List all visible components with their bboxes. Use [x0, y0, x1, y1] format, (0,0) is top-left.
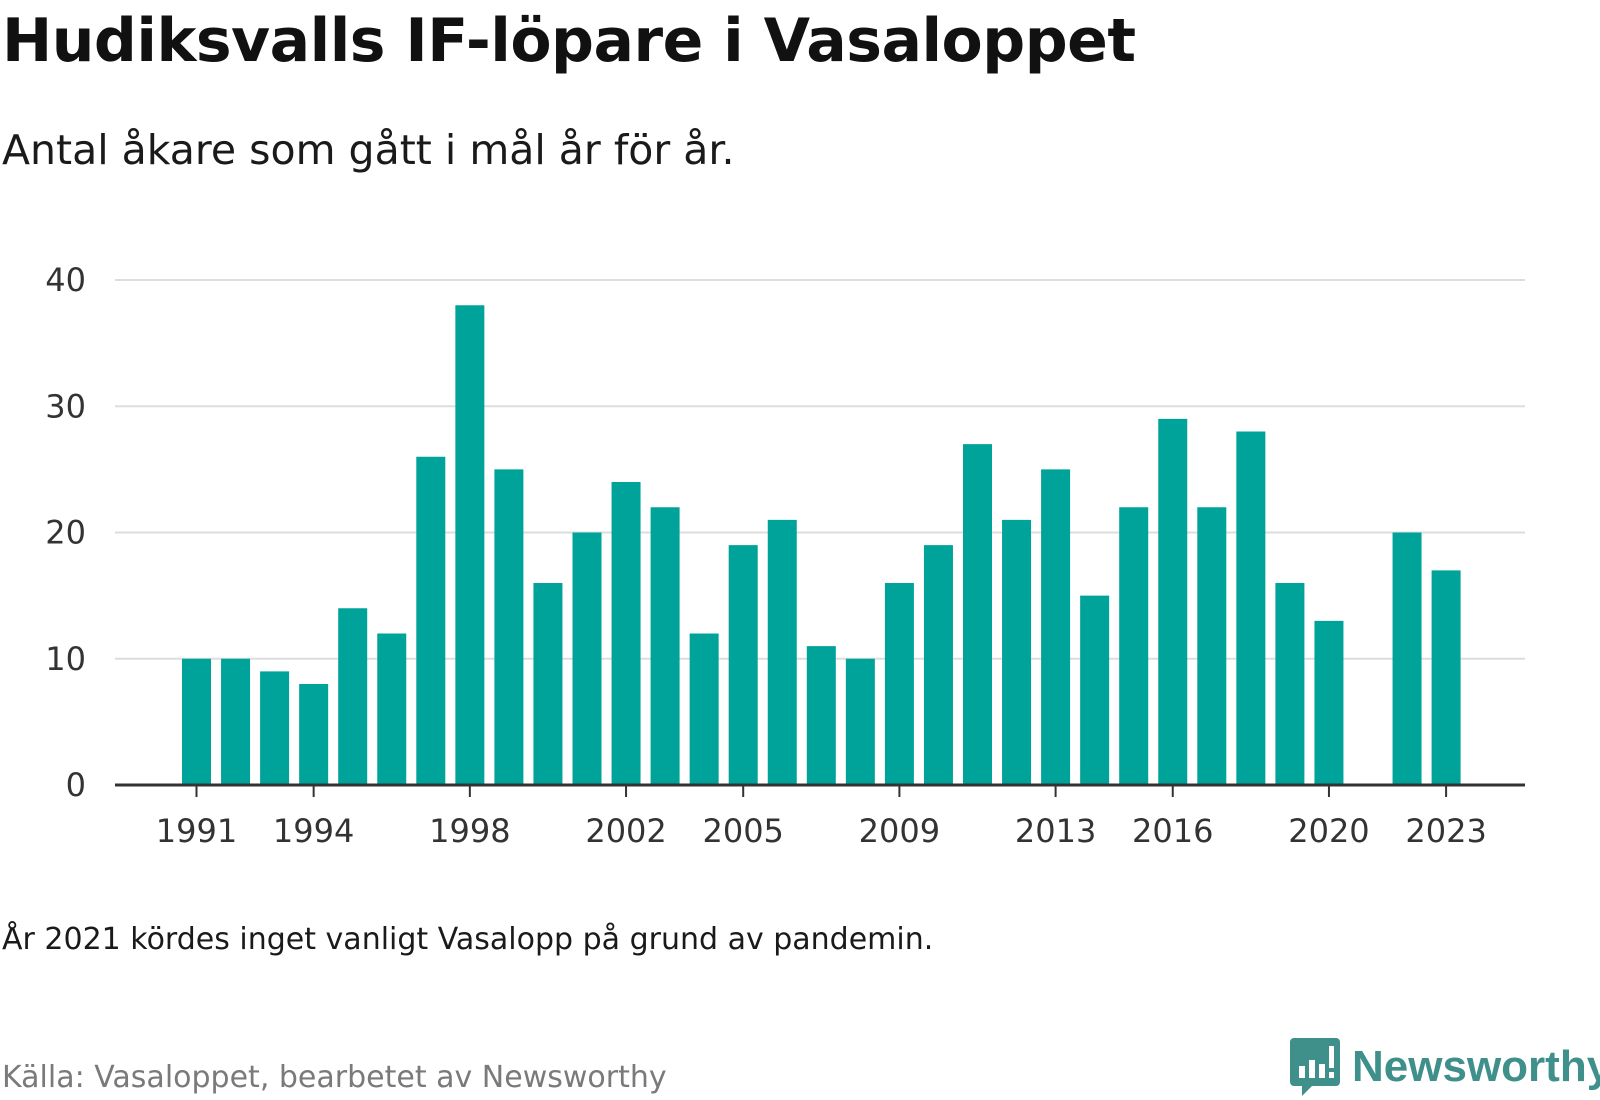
bar-2022: [1392, 532, 1422, 785]
x-tick-label-1994: 1994: [273, 812, 354, 850]
bar-2005: [728, 545, 758, 785]
bar-2020: [1314, 620, 1344, 785]
bar-1997: [416, 456, 446, 785]
bar-2010: [923, 545, 953, 785]
bar-chart: 0 10 20 30 40 1991 1994 1998 2002 2005 2009 2013 20…: [45, 261, 1525, 850]
bar-1994: [299, 684, 329, 785]
bar-1998: [455, 305, 485, 785]
bar-2019: [1275, 583, 1305, 785]
bar-2014: [1080, 595, 1110, 785]
chart-subtitle: Antal åkare som gått i mål år för år.: [2, 126, 735, 174]
x-tick-label-2009: 2009: [859, 812, 940, 850]
y-tick-label-10: 10: [45, 640, 86, 678]
bar-1991: [182, 658, 211, 785]
gridlines: [115, 279, 1525, 660]
bar-2023: [1431, 570, 1461, 785]
bar-2011: [963, 444, 992, 785]
bar-2006: [767, 519, 797, 785]
bar-2009: [884, 583, 914, 785]
x-tick-label-2005: 2005: [702, 812, 783, 850]
footnote: År 2021 kördes inget vanligt Vasalopp på…: [2, 922, 934, 957]
chart-title: Hudiksvalls IF-löpare i Vasaloppet: [2, 6, 1136, 76]
x-tick-label-2016: 2016: [1132, 812, 1213, 850]
x-tick-label-2023: 2023: [1405, 812, 1486, 850]
bar-2017: [1197, 507, 1227, 785]
y-tick-label-20: 20: [45, 514, 86, 552]
y-tick-label-40: 40: [45, 261, 86, 299]
bar-2008: [845, 658, 875, 785]
x-axis-ticks: 1991 1994 1998 2002 2005 2009 2013 2016 2020 2023: [156, 785, 1487, 850]
x-tick-label-1998: 1998: [429, 812, 510, 850]
bar-2003: [650, 507, 680, 785]
bar-2013: [1041, 469, 1071, 785]
y-tick-label-0: 0: [66, 766, 86, 804]
logo-text: Newsworthy: [1352, 1042, 1600, 1091]
bar-1993: [260, 671, 290, 785]
bar-2018: [1236, 431, 1266, 785]
bar-chart-speech-bubble-icon: [1290, 1038, 1340, 1096]
bars: [182, 305, 1461, 785]
y-tick-label-30: 30: [45, 387, 86, 425]
bar-2004: [689, 633, 719, 785]
bar-2012: [1002, 519, 1032, 785]
bar-1996: [377, 633, 407, 785]
y-axis-ticks: 0 10 20 30 40: [45, 261, 86, 804]
x-tick-label-2020: 2020: [1288, 812, 1369, 850]
source-text: Källa: Vasaloppet, bearbetet av Newswort…: [2, 1060, 667, 1095]
bar-1995: [338, 608, 368, 785]
bar-1999: [494, 469, 524, 785]
bar-2015: [1119, 507, 1149, 785]
x-tick-label-2013: 2013: [1015, 812, 1096, 850]
bar-1992: [221, 658, 251, 785]
bar-2001: [572, 532, 602, 785]
bar-2007: [806, 646, 836, 785]
newsworthy-logo: Newsworthy: [1290, 1038, 1600, 1096]
x-tick-label-2002: 2002: [585, 812, 666, 850]
bar-2000: [533, 583, 563, 785]
x-tick-label-1991: 1991: [156, 812, 237, 850]
bar-2016: [1158, 418, 1188, 785]
bar-2002: [611, 482, 641, 785]
